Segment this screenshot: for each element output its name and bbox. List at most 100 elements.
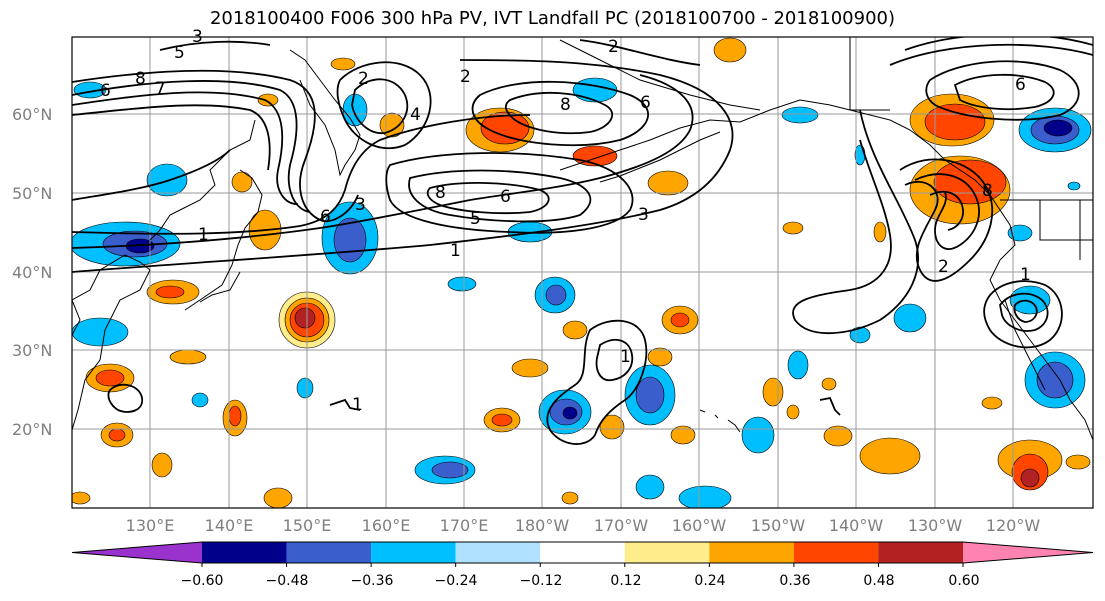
coast-japan [184,169,263,311]
lat-label: 60°N [12,105,52,124]
anomaly-positive [1065,454,1091,470]
anomaly-positive [72,491,91,505]
contour-line [385,152,634,234]
colorbar-segment [72,542,202,563]
anomaly-negative [781,106,819,124]
anomaly-positive [108,428,126,442]
anomaly-positive [511,358,549,378]
contour-line [899,158,994,282]
contour-label: 6 [500,187,511,207]
contour-line [929,191,964,231]
contour-line [426,182,550,215]
latitude-labels: 60°N 50°N 40°N 30°N 20°N [12,105,52,439]
lat-label: 20°N [12,420,52,439]
anomaly-negative [635,474,665,500]
hawaii [699,409,741,433]
contour-line [329,398,361,411]
anomaly-positive [491,413,513,427]
contour-label: 1 [1020,265,1031,285]
contour-line [546,319,648,445]
coast-north-america [989,209,1093,441]
contour-line [914,173,980,250]
contour-line [999,292,1049,332]
contour-line [595,338,634,382]
coast-alaska-north [559,39,761,111]
anomaly-positive [151,452,173,478]
contour-line [471,80,649,147]
anomaly-positive [562,320,588,340]
contour-line [889,43,1093,66]
anomaly-positive [169,349,207,365]
contour-label: 8 [435,183,446,203]
lon-label: 170°W [594,516,649,535]
colorbar-tick-label: 0.60 [948,573,979,589]
colorbar-tick-label: 0.12 [610,573,641,589]
colorbar-segment [878,542,963,563]
anomaly-positive [981,396,1003,410]
lat-label: 30°N [12,341,52,360]
anomaly-negative [678,485,732,508]
contour-line [904,37,1093,51]
contour-line [72,74,694,249]
colorbar-segment [455,542,541,563]
anomaly-negative [741,416,775,454]
colorbar-segment [371,542,456,563]
contour-label: 3 [638,205,649,225]
anomaly-positive [1020,468,1040,488]
lon-label: 160°W [672,516,727,535]
anomaly-positive [231,171,253,193]
lon-label: 140°W [829,516,884,535]
anomaly-negative [1007,224,1033,242]
coast-kamchatka [289,49,361,177]
lon-label: 180°W [515,516,570,535]
anomaly-positive [228,405,242,427]
lon-label: 160°E [362,516,411,535]
anomaly-positive [873,221,887,243]
anomaly-negative [635,376,665,414]
contour-label: 2 [608,37,619,57]
contour-line [72,114,531,235]
anomaly-positive [670,312,690,328]
anomaly-positive [480,111,530,145]
contour-line [819,396,841,416]
anomaly-positive [762,377,784,407]
anomaly-positive [933,159,1007,205]
anomaly-positive [823,425,853,447]
contour-line [72,69,359,223]
lat-label: 50°N [12,184,52,203]
contour-line [72,80,311,213]
coast-baja [1004,299,1046,391]
colorbar-tick-labels: −0.60 −0.48 −0.36 −0.24 −0.12 0.12 0.24 … [181,573,980,589]
colorbar-tick-label: 0.48 [863,573,894,589]
anomaly-positive [155,285,185,299]
contour-label: 7 [155,79,166,99]
contour-label: 3 [355,195,366,215]
anomaly-positive [713,37,747,63]
contour-line [953,73,1055,111]
contour-lines [72,37,1093,445]
coast-alaska [559,99,1001,211]
contour-label: 6 [640,93,651,113]
coastlines [72,37,1093,441]
contour-line [504,91,614,135]
contour-line [579,39,701,66]
border-canada-region [1039,200,1093,260]
colorbar-segment [202,542,287,563]
contour-line [72,59,734,273]
colorbar-segment [963,542,1093,563]
colorbar-tick-label: 0.36 [779,573,810,589]
anomaly-negative [447,276,477,292]
lon-label: 130°W [908,516,963,535]
contour-label: 5 [470,209,481,229]
anomaly-positive [330,57,356,71]
lon-label: 150°E [283,516,332,535]
anomaly-negative [431,461,469,479]
colorbar-segment [709,542,794,563]
border-alaska [849,37,890,111]
anomaly-positive [782,221,804,235]
anomaly-positive [561,491,579,505]
anomaly-negative [146,163,188,197]
anomaly-positive [599,414,625,440]
contour-label: 8 [982,181,993,201]
